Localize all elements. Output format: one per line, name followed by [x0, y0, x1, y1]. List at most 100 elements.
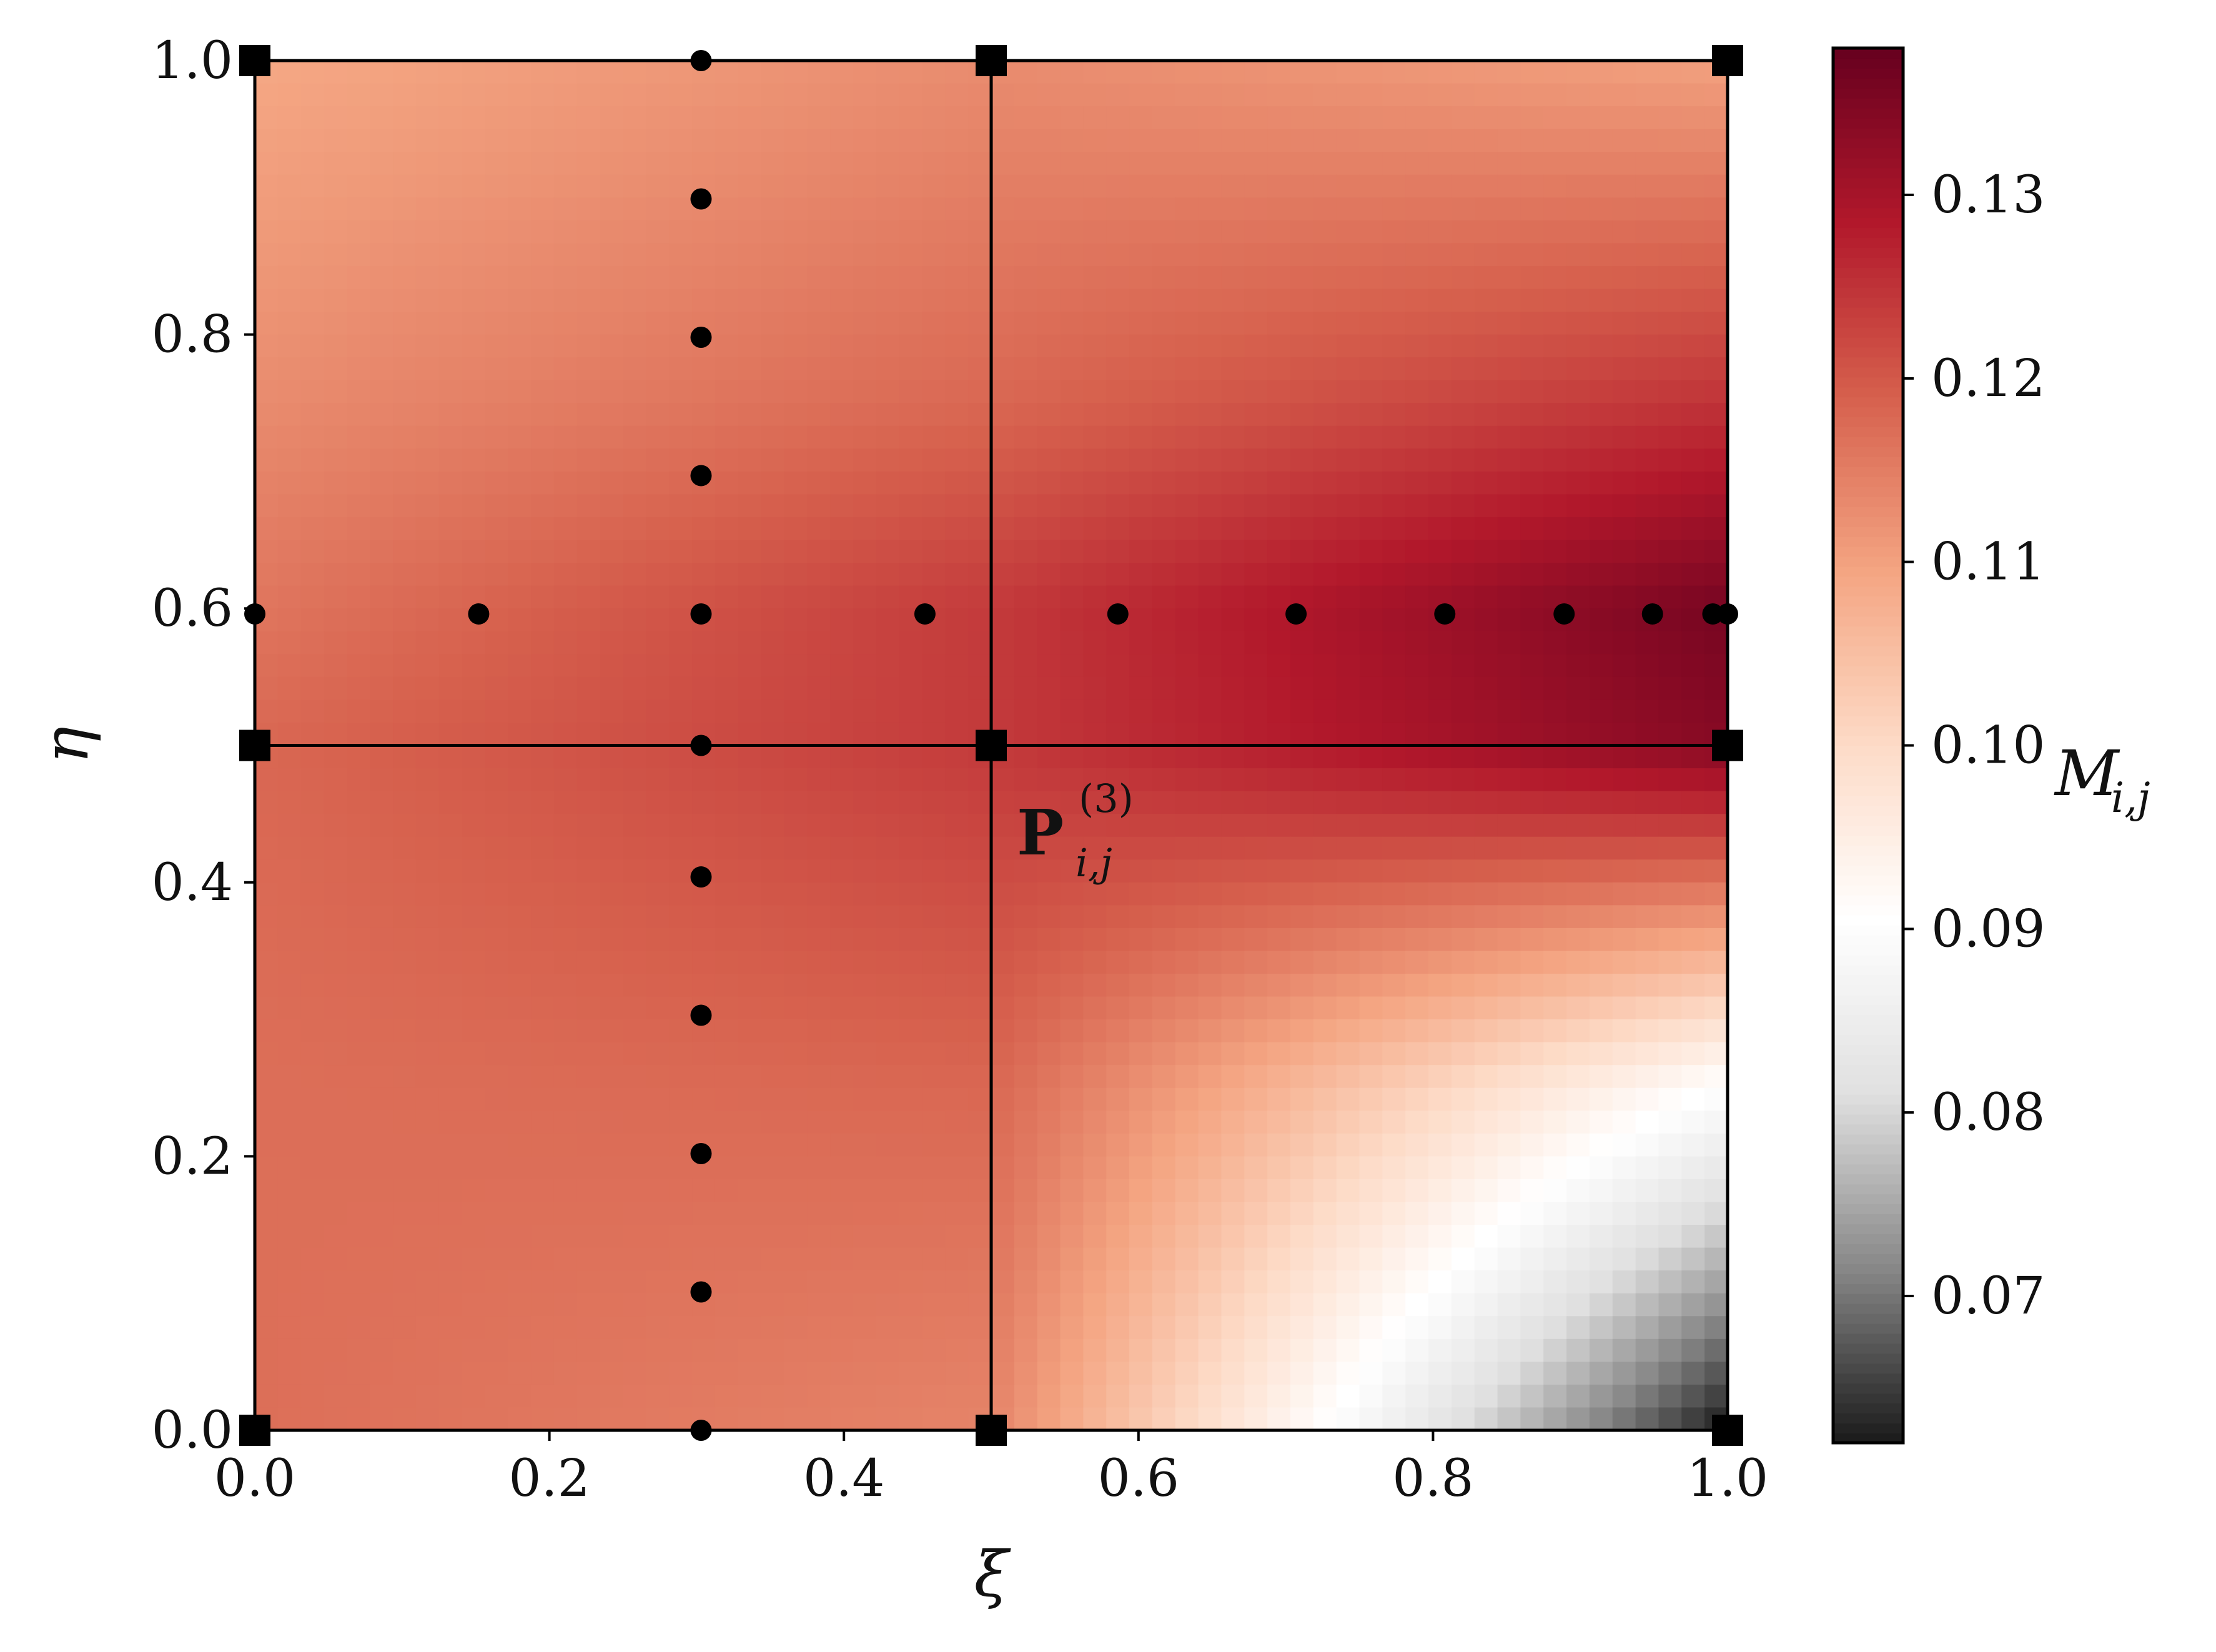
heatmap-cell [255, 1065, 279, 1089]
heatmap-cell [255, 220, 279, 244]
heatmap-cell [1543, 403, 1568, 427]
heatmap-cell [1497, 220, 1521, 244]
colorbar-swatch [1833, 1293, 1903, 1304]
heatmap-cell [1037, 1156, 1061, 1180]
heatmap-cell [300, 83, 325, 107]
heatmap-cell [738, 129, 762, 153]
heatmap-cell [807, 676, 831, 701]
heatmap-cell [347, 289, 371, 313]
heatmap-cell [623, 745, 647, 769]
heatmap-cell [1290, 129, 1314, 153]
heatmap-cell [761, 1338, 785, 1363]
heatmap-cell [277, 471, 302, 495]
heatmap-cell [1060, 768, 1084, 792]
heatmap-cell [1382, 1225, 1407, 1249]
heatmap-cell [899, 1087, 923, 1112]
heatmap-cell [531, 83, 555, 107]
heatmap-cell [1405, 859, 1430, 883]
heatmap-cell [255, 197, 279, 221]
heatmap-cell [347, 1087, 371, 1112]
heatmap-cell [277, 654, 302, 678]
heatmap-cell [899, 905, 923, 929]
heatmap-cell [1290, 197, 1314, 221]
heatmap-cell [393, 243, 417, 267]
heatmap-cell [968, 1316, 992, 1340]
heatmap-cell [370, 174, 394, 199]
heatmap-cell [899, 1270, 923, 1294]
heatmap-cell [761, 700, 785, 723]
heatmap-cell [1198, 654, 1222, 678]
heatmap-cell [531, 951, 555, 974]
heatmap-cell [1451, 448, 1475, 472]
colorbar-swatch [1833, 367, 1903, 378]
heatmap-cell [255, 676, 279, 701]
heatmap-cell [968, 882, 992, 906]
heatmap-cell [1129, 174, 1153, 199]
heatmap-cell [1198, 882, 1222, 906]
heatmap-cell [968, 1110, 992, 1134]
heatmap-cell [761, 471, 785, 495]
heatmap-cell [600, 1202, 624, 1226]
heatmap-cell [1497, 197, 1521, 221]
heatmap-cell [853, 905, 877, 929]
heatmap-cell [1566, 1225, 1590, 1249]
heatmap-cell [1589, 1384, 1613, 1408]
heatmap-cell [1681, 1316, 1706, 1340]
heatmap-cell [1175, 106, 1199, 130]
heatmap-cell [1060, 83, 1084, 107]
heatmap-cell [1658, 494, 1683, 518]
heatmap-cell [876, 61, 900, 84]
heatmap-cell [922, 380, 946, 404]
heatmap-cell [1336, 289, 1360, 313]
heatmap-cell [715, 517, 739, 541]
heatmap-cell [876, 1293, 900, 1317]
heatmap-cell [1589, 1179, 1613, 1203]
heatmap-cell [1635, 722, 1660, 746]
heatmap-cell [1474, 1179, 1498, 1203]
heatmap-cell [1244, 791, 1269, 815]
colorbar-label-sub: i,j [2111, 774, 2150, 822]
heatmap-cell [853, 1407, 877, 1430]
colorbar-swatch [1833, 117, 1903, 129]
heatmap-cell [370, 1316, 394, 1340]
heatmap-cell [553, 1179, 578, 1203]
heatmap-cell [438, 1133, 463, 1157]
heatmap-cell [600, 996, 624, 1021]
heatmap-cell [1520, 540, 1545, 564]
heatmap-cell [1451, 289, 1475, 313]
heatmap-cell [1382, 220, 1407, 244]
heatmap-cell [1543, 471, 1568, 495]
heatmap-cell [623, 631, 647, 655]
heatmap-cell [1474, 791, 1498, 815]
heatmap-cell [1014, 1293, 1038, 1317]
heatmap-cell [347, 152, 371, 176]
heatmap-cell [1083, 608, 1107, 632]
heatmap-cell [531, 631, 555, 655]
heatmap-cell [485, 1384, 509, 1408]
heatmap-cell [1543, 380, 1568, 404]
heatmap-cell [1658, 448, 1683, 472]
heatmap-cell [1037, 1338, 1061, 1363]
heatmap-cell [600, 380, 624, 404]
heatmap-cell [1221, 312, 1245, 335]
heatmap-cell [370, 1293, 394, 1317]
heatmap-cell [1175, 1338, 1199, 1363]
heatmap-cell [876, 585, 900, 610]
heatmap-cell [1175, 265, 1199, 290]
heatmap-cell [738, 61, 762, 84]
heatmap-cell [1267, 1202, 1291, 1226]
heatmap-cell [462, 768, 486, 792]
heatmap-cell [968, 1156, 992, 1180]
heatmap-cell [1037, 700, 1061, 723]
heatmap-cell [1520, 471, 1545, 495]
heatmap-cell [1451, 312, 1475, 335]
heatmap-cell [1543, 197, 1568, 221]
heatmap-cell [393, 1179, 417, 1203]
heatmap-cell [462, 1042, 486, 1066]
heatmap-cell [1244, 380, 1269, 404]
heatmap-cell [922, 448, 946, 472]
heatmap-cell [1382, 1362, 1407, 1385]
heatmap-cell [393, 722, 417, 746]
heatmap-cell [876, 927, 900, 952]
heatmap-cell [1566, 1384, 1590, 1408]
